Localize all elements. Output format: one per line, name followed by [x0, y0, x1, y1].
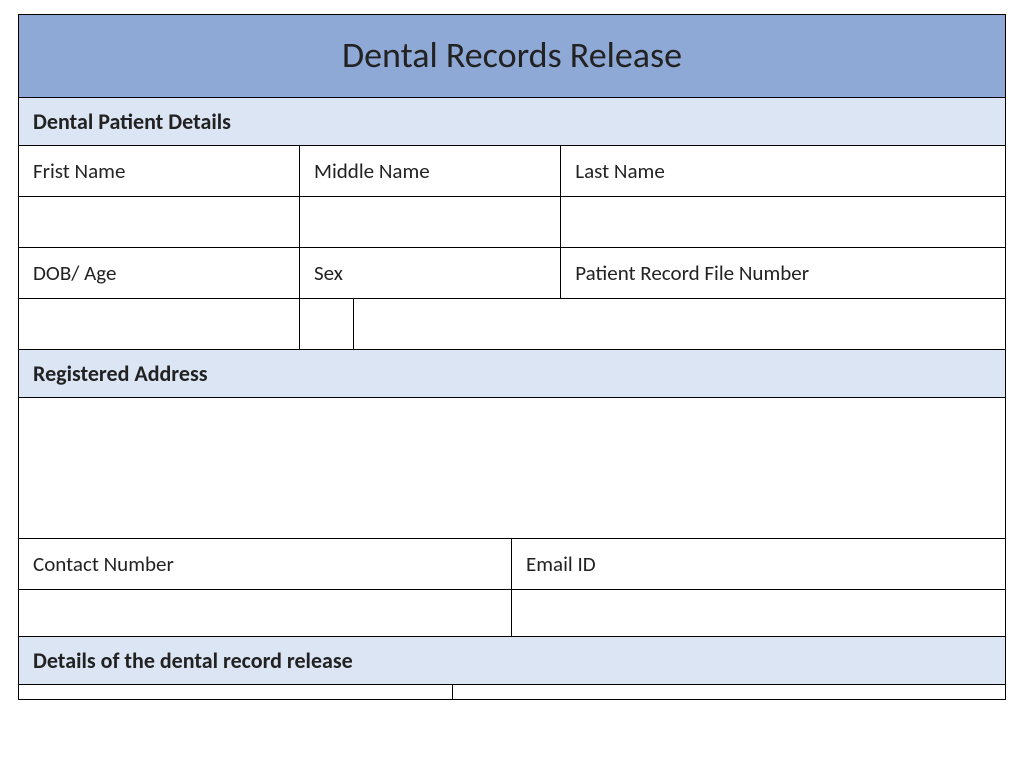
dob-age-label: DOB/ Age [19, 248, 300, 298]
first-name-input[interactable] [19, 197, 300, 247]
name-inputs-row [19, 197, 1005, 248]
sex-label: Sex [300, 248, 561, 298]
email-id-input[interactable] [512, 590, 1005, 636]
middle-name-input[interactable] [300, 197, 561, 247]
partial-cell-left [19, 685, 453, 699]
first-name-label: Frist Name [19, 146, 300, 196]
dob-age-input[interactable] [19, 299, 300, 349]
section-patient-details: Dental Patient Details [19, 98, 1005, 146]
demographics-labels-row: DOB/ Age Sex Patient Record File Number [19, 248, 1005, 299]
dental-release-form: Dental Records Release Dental Patient De… [18, 14, 1006, 700]
contact-labels-row: Contact Number Email ID [19, 539, 1005, 590]
last-name-label: Last Name [561, 146, 1005, 196]
last-name-input[interactable] [561, 197, 1005, 247]
email-id-label: Email ID [512, 539, 1005, 589]
contact-number-label: Contact Number [19, 539, 512, 589]
contact-number-input[interactable] [19, 590, 512, 636]
name-labels-row: Frist Name Middle Name Last Name [19, 146, 1005, 197]
demographics-inputs-row [19, 299, 1005, 350]
form-title: Dental Records Release [19, 15, 1005, 98]
address-input-row [19, 398, 1005, 539]
section-registered-address: Registered Address [19, 350, 1005, 398]
record-number-label: Patient Record File Number [561, 248, 1005, 298]
contact-inputs-row [19, 590, 1005, 637]
section-record-release-details: Details of the dental record release [19, 637, 1005, 685]
partial-bottom-row [19, 685, 1005, 699]
middle-name-label: Middle Name [300, 146, 561, 196]
partial-cell-right [453, 685, 1005, 699]
record-number-input[interactable] [354, 299, 1005, 349]
sex-input[interactable] [300, 299, 354, 349]
address-input[interactable] [19, 398, 1005, 538]
